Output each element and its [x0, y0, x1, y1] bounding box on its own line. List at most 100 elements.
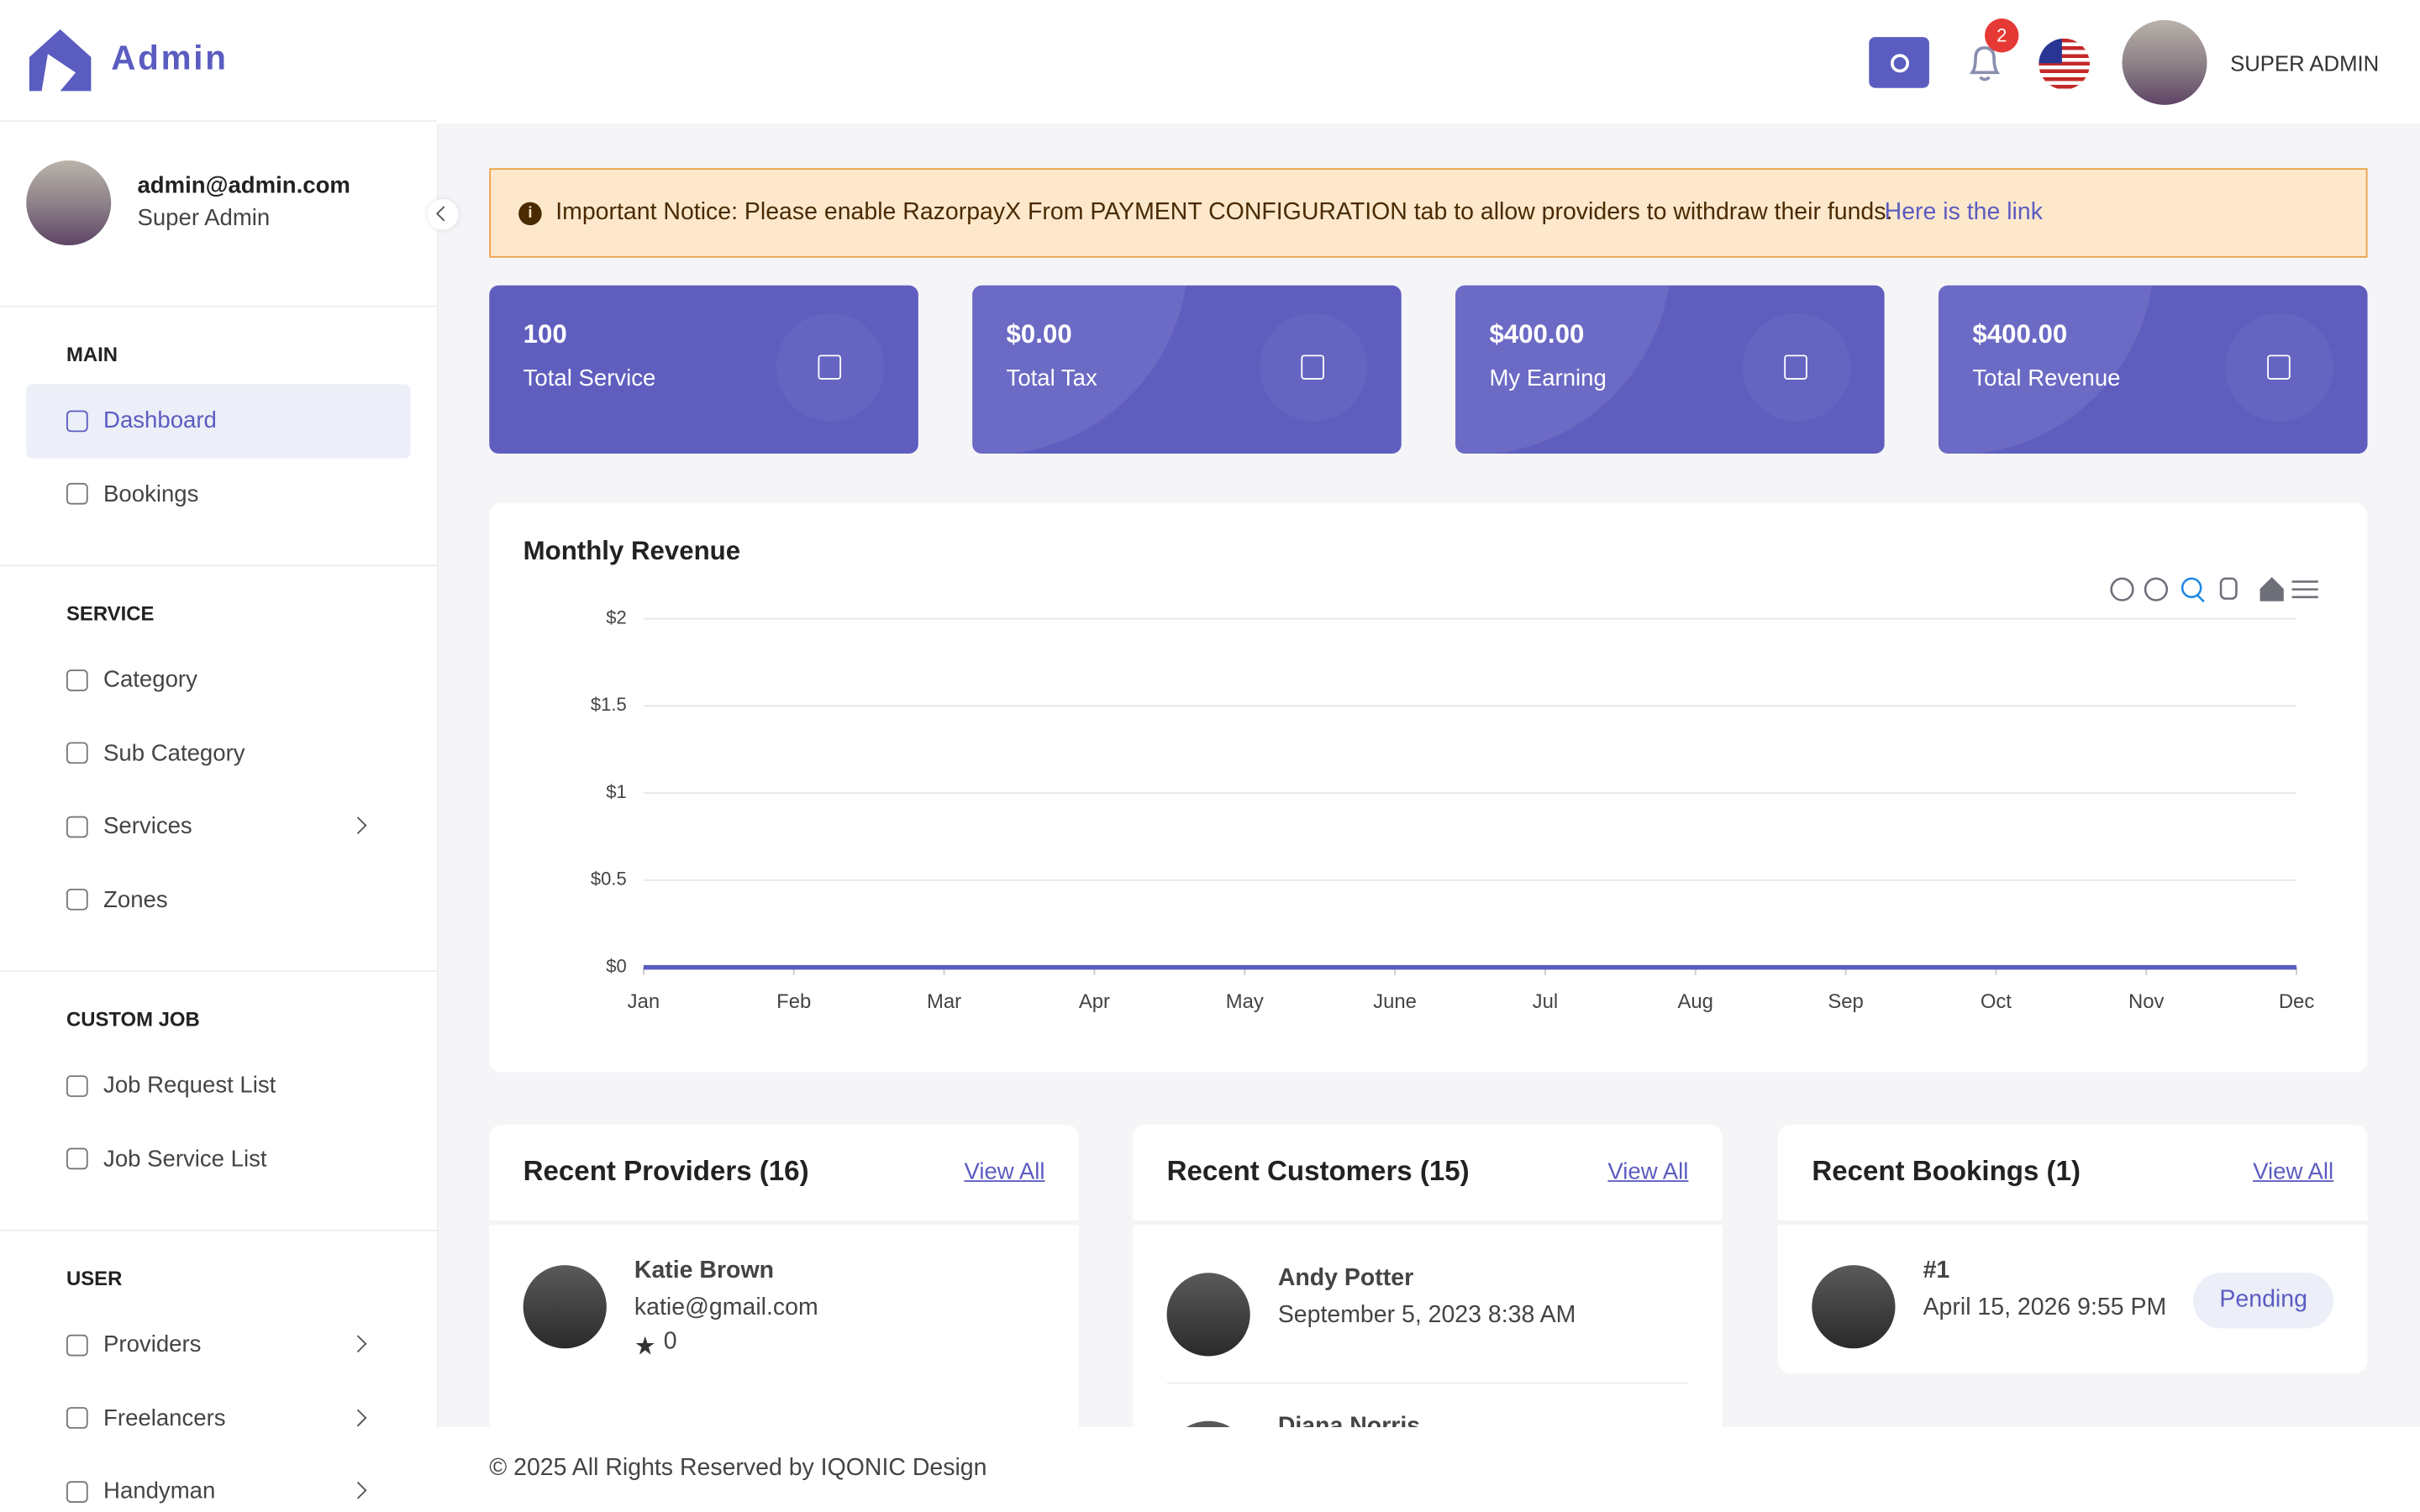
stat-value: $400.00 [1489, 319, 1585, 349]
panel-link[interactable]: View All [2253, 1158, 2334, 1185]
y-tick-label: $0 [606, 955, 627, 976]
panel: Recent Customers (15) View All Andy Potter… [1133, 1124, 1723, 1427]
y-tick-label: $0.5 [591, 869, 627, 890]
x-tick-label: Jul [1533, 990, 1559, 1013]
chevron [349, 1481, 367, 1499]
sidebar: Admin admin@admin.com Super Admin MAIN Da… [0, 0, 459, 1512]
nav-item[interactable]: Zones [26, 864, 410, 937]
stat-card: 100 Total Service [489, 285, 918, 454]
stat-icon [2225, 312, 2334, 422]
nav-item[interactable]: Services [26, 790, 410, 863]
icon-glyph [2267, 354, 2291, 380]
nav-label: Dashboard [103, 407, 217, 434]
language-flag[interactable] [2039, 38, 2090, 90]
nav-label: Services [103, 813, 192, 840]
nav-item[interactable]: Bookings [26, 458, 410, 531]
user-avatar[interactable] [2122, 19, 2207, 105]
stat-icon [1259, 312, 1368, 422]
item-name: #1 [1923, 1257, 1950, 1284]
chart-toolbar[interactable] [2110, 576, 2318, 603]
nav-label: Handyman [103, 1478, 216, 1505]
panel: Recent Bookings (1) View All #1 April 15, 2… [1777, 1124, 2368, 1373]
item-detail: April 15, 2026 9:55 PM [1923, 1294, 2167, 1321]
status-badge: Pending [2193, 1273, 2334, 1329]
x-tick-label: Oct [1981, 990, 2012, 1013]
panel-link[interactable]: View All [1607, 1158, 1689, 1185]
stat-label: Total Tax [1006, 365, 1097, 392]
x-tick-label: June [1373, 990, 1417, 1013]
chevron [349, 816, 367, 835]
item-divider [1166, 1382, 1689, 1384]
notice: i Important Notice: Please enable Razorp… [489, 168, 2368, 258]
x-tick-label: Mar [927, 990, 961, 1013]
nav-section: SERVICE Category Sub Category Services Zones [0, 566, 437, 973]
logo [29, 29, 92, 92]
user-name[interactable]: SUPER ADMIN [2230, 50, 2380, 76]
nav-label: Providers [103, 1331, 202, 1358]
x-tick-label: Aug [1678, 990, 1713, 1013]
nav-icon [66, 483, 88, 506]
avatar [1166, 1420, 1250, 1427]
item-name: Andy Potter [1277, 1265, 1414, 1292]
avatar [1166, 1273, 1250, 1357]
nav-item[interactable]: Freelancers [26, 1382, 410, 1455]
icon-glyph [1301, 354, 1324, 380]
chart: Monthly Revenue $0 $0.5 $1 $1.5 $2 Jan Feb Mar A… [523, 536, 2318, 1013]
panel-divider [489, 1220, 1079, 1226]
stat-value: 100 [523, 319, 567, 349]
nav-heading: USER [66, 1266, 123, 1290]
nav-section: USER Providers Freelancers Handyman [0, 1231, 437, 1512]
stat-card: $400.00 My Earning [1455, 285, 1885, 454]
chart-title: Monthly Revenue [523, 536, 740, 565]
x-tick-label: Sep [1828, 990, 1863, 1013]
stat-icon [1742, 312, 1851, 422]
nav-item[interactable]: Handyman [26, 1455, 410, 1512]
theme-toggle[interactable] [1869, 37, 1929, 88]
nav-item[interactable]: Job Request List [26, 1049, 410, 1122]
collapse-button[interactable] [427, 198, 459, 230]
icon-glyph [818, 354, 842, 380]
nav-item[interactable]: Sub Category [26, 717, 410, 790]
nav-heading: SERVICE [66, 601, 155, 625]
nav-icon [66, 816, 88, 837]
panel-title: Recent Providers (16) [523, 1155, 809, 1187]
nav-item[interactable]: Providers [26, 1309, 410, 1382]
nav-icon [66, 1334, 88, 1357]
panel: Recent Providers (16) View All Katie Brown… [489, 1124, 1079, 1427]
panel-title: Recent Customers (15) [1166, 1155, 1470, 1187]
panel-link[interactable]: View All [964, 1158, 1045, 1185]
chart-card: Monthly Revenue $0 $0.5 $1 $1.5 $2 Jan Feb Mar A… [489, 502, 2368, 1073]
avatar [523, 1265, 607, 1349]
star [635, 1336, 655, 1355]
nav-label: Freelancers [103, 1404, 226, 1432]
notice-link[interactable]: Here is the link [1884, 198, 2043, 226]
nav-icon [66, 1074, 88, 1097]
x-tick-label: Nov [2128, 990, 2165, 1013]
bell[interactable] [1965, 40, 2005, 87]
x-tick-label: Dec [2279, 990, 2315, 1013]
topbar: 2 SUPER ADMIN [436, 0, 2420, 123]
nav-icon [66, 669, 88, 691]
profile-role: Super Admin [137, 205, 271, 232]
stat-value: $0.00 [1006, 319, 1072, 349]
nav: MAIN Dashboard Bookings SERVICE Category Sub … [0, 307, 437, 1512]
nav-label: Category [103, 666, 197, 694]
nav-icon [66, 1147, 88, 1170]
nav-icon [66, 889, 88, 911]
nav-icon [66, 742, 88, 764]
nav-item[interactable]: Job Service List [26, 1122, 410, 1195]
stat-label: Total Revenue [1972, 365, 2121, 392]
item-name: Diana Norris [1277, 1413, 1421, 1427]
nav-heading: CUSTOM JOB [66, 1007, 200, 1031]
nav-item[interactable]: Category [26, 643, 410, 717]
nav-item[interactable]: Dashboard [26, 384, 411, 458]
y-tick-label: $1.5 [591, 694, 627, 715]
panel-divider [1777, 1220, 2368, 1226]
stat-icon [776, 312, 885, 422]
nav-label: Job Service List [103, 1146, 267, 1173]
brand: Admin [111, 38, 229, 77]
footer: © 2025 All Rights Reserved by IQONIC Des… [436, 1426, 2420, 1512]
nav-label: Sub Category [103, 740, 245, 767]
x-tick-label: May [1226, 990, 1264, 1013]
